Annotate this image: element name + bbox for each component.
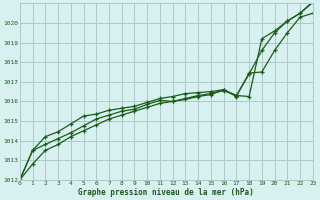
X-axis label: Graphe pression niveau de la mer (hPa): Graphe pression niveau de la mer (hPa) [78,188,254,197]
